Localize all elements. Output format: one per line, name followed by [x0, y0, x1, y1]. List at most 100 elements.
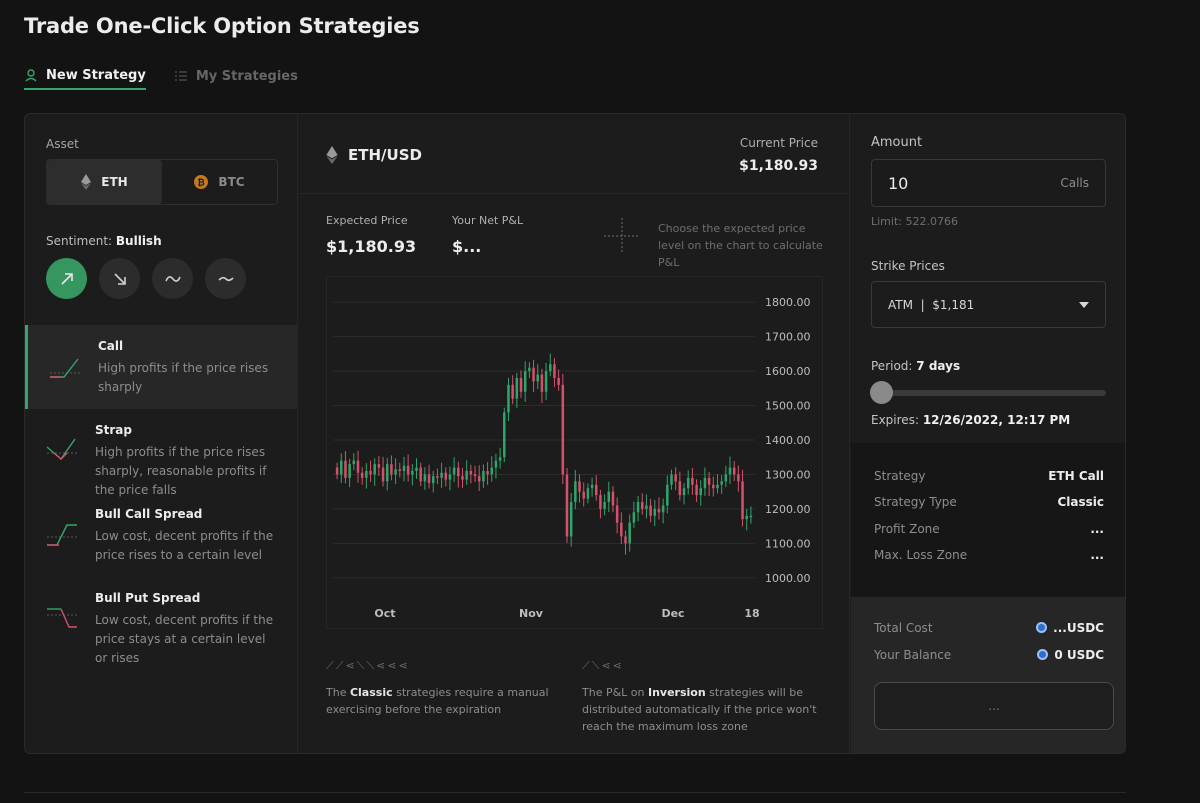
- amount-limit: Limit: 522.0766: [871, 215, 958, 228]
- current-price-label: Current Price: [739, 136, 818, 150]
- call-payoff-icon: [50, 358, 80, 378]
- sentiment-neutral-button[interactable]: [205, 258, 246, 299]
- ethereum-icon: [81, 174, 92, 190]
- y-tick-label: 1300.00: [765, 468, 811, 481]
- summary-key: Profit Zone: [874, 522, 940, 536]
- strategy-item-call[interactable]: Call High profits if the price rises sha…: [25, 325, 297, 409]
- candle-body: [594, 484, 598, 496]
- tab-my-strategies[interactable]: My Strategies: [174, 62, 298, 90]
- candle-body: [406, 465, 410, 475]
- list-icon: [174, 71, 187, 81]
- candle-body: [365, 471, 368, 478]
- usdc-icon: [1036, 622, 1048, 633]
- candle-body: [528, 367, 531, 372]
- note-bold: Classic: [349, 686, 393, 699]
- asset-eth-button[interactable]: ETH: [47, 160, 162, 204]
- candle-body: [632, 512, 636, 523]
- candle-body: [603, 502, 606, 509]
- candle-body: [574, 481, 577, 502]
- amount-input[interactable]: 10 Calls: [871, 159, 1106, 207]
- candle-body: [411, 471, 414, 475]
- period-label: Period: 7 days: [871, 359, 960, 373]
- candle-body: [369, 471, 372, 475]
- price-chart-svg[interactable]: 1800.00 1700.00 1600.00 1500.00 1400.00 1300.…: [327, 277, 824, 630]
- net-pnl-label: Your Net P&L: [452, 214, 524, 227]
- sentiment-bullish-button[interactable]: [46, 258, 87, 299]
- sentiment-options: [46, 258, 246, 299]
- strategy-item-strap[interactable]: Strap High profits if the price rises sh…: [25, 409, 297, 497]
- candle-body: [457, 467, 460, 477]
- candle-body: [494, 460, 498, 468]
- candle-body: [661, 505, 665, 513]
- candle-body: [515, 378, 519, 399]
- balance-amount: 0 USDC: [1054, 648, 1104, 662]
- asset-switch: ETH ₿ BTC: [46, 159, 278, 205]
- candle-body: [732, 467, 736, 475]
- tab-bar: New Strategy My Strategies: [24, 62, 298, 90]
- candle-body: [599, 495, 602, 509]
- candle-body: [624, 536, 627, 544]
- sentiment-bearish-button[interactable]: [99, 258, 140, 299]
- strategy-item-bull-call-spread[interactable]: Bull Call Spread Low cost, decent profit…: [25, 493, 297, 577]
- candle-body: [394, 469, 397, 475]
- order-panel: Amount 10 Calls Limit: 522.0766 Strike P…: [851, 114, 1125, 753]
- current-price: $1,180.93: [739, 158, 818, 174]
- candle-body: [465, 471, 468, 480]
- y-tick-label: 1100.00: [765, 537, 811, 550]
- candle-body: [645, 505, 648, 509]
- market-panel: ETH/USD Current Price $1,180.93 Expected…: [297, 114, 850, 753]
- period-slider[interactable]: [871, 390, 1106, 396]
- y-tick-label: 1600.00: [765, 365, 811, 378]
- sentiment-volatile-button[interactable]: [152, 258, 193, 299]
- y-tick-label: 1700.00: [765, 331, 811, 344]
- y-tick-label: 1800.00: [765, 296, 811, 309]
- candle-body: [448, 474, 452, 480]
- candle-body: [461, 476, 464, 480]
- buy-button[interactable]: ...: [874, 682, 1114, 730]
- candle-body: [440, 472, 443, 478]
- candle-body: [620, 522, 623, 537]
- note-text: strategies will be distributed automatic…: [582, 686, 817, 733]
- period-slider-handle[interactable]: [870, 381, 893, 404]
- asset-btc-button[interactable]: ₿ BTC: [162, 160, 277, 204]
- candle-body: [666, 484, 669, 506]
- svg-text:₿: ₿: [198, 178, 205, 189]
- candle-body: [586, 488, 590, 499]
- summary-value: Classic: [1057, 495, 1104, 509]
- page-title: Trade One-Click Option Strategies: [24, 14, 420, 38]
- candle-body: [419, 467, 422, 482]
- asset-label: Asset: [46, 137, 79, 151]
- candle-body: [523, 371, 527, 392]
- strap-payoff-icon: [46, 438, 77, 461]
- bull-call-spread-icon: [47, 524, 77, 546]
- strategy-name: Bull Call Spread: [95, 507, 203, 521]
- summary-value: ETH Call: [1048, 469, 1104, 483]
- candle-body: [682, 488, 686, 496]
- candle-body: [615, 505, 619, 523]
- strike-label: Strike Prices: [871, 259, 945, 273]
- candle-body: [569, 502, 573, 537]
- total-cost-label: Total Cost: [874, 621, 933, 635]
- price-chart[interactable]: 1800.00 1700.00 1600.00 1500.00 1400.00 1300.…: [326, 276, 823, 629]
- candle-body: [519, 378, 523, 392]
- expires-label: Expires: 12/26/2022, 12:17 PM: [871, 413, 1070, 427]
- candle-body: [469, 471, 473, 475]
- candle-body: [507, 384, 510, 413]
- asset-label-btc: BTC: [218, 175, 245, 189]
- balance-row: Your Balance 0 USDC: [874, 648, 1104, 662]
- strategy-item-bull-put-spread[interactable]: Bull Put Spread Low cost, decent profits…: [25, 577, 297, 665]
- tab-new-strategy[interactable]: New Strategy: [24, 62, 146, 90]
- tab-label: My Strategies: [195, 68, 298, 84]
- candle-body: [477, 476, 481, 482]
- strike-select[interactable]: ATM | $1,181: [871, 281, 1106, 328]
- candle-body: [565, 474, 569, 537]
- candle-body: [695, 484, 698, 496]
- candle-body: [716, 484, 719, 489]
- x-tick-label: Nov: [519, 607, 544, 620]
- strike-value: ATM | $1,181: [888, 297, 975, 312]
- candle-body: [486, 471, 489, 475]
- candle-body: [670, 474, 673, 485]
- note-bold: Inversion: [648, 686, 706, 699]
- pair-label: ETH/USD: [348, 146, 422, 164]
- candle-body: [398, 469, 402, 471]
